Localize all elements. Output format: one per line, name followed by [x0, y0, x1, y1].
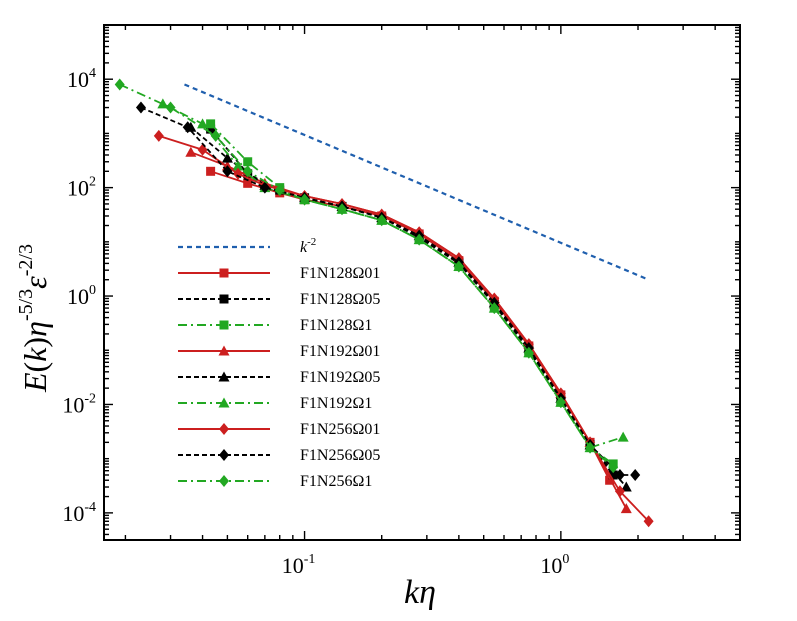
data-point	[114, 78, 125, 91]
legend-item: F1N128Ω1	[178, 317, 372, 334]
y-tick-label: 100	[67, 283, 96, 309]
legend-label: F1N128Ω1	[300, 317, 372, 334]
legend-marker	[219, 268, 229, 278]
data-point	[489, 302, 500, 315]
data-point	[620, 503, 632, 514]
series-4	[185, 146, 632, 514]
data-point	[605, 475, 615, 485]
data-point	[630, 468, 641, 481]
series-line	[140, 106, 636, 476]
plot-frame	[103, 24, 741, 541]
data-point	[523, 346, 534, 359]
legend-item: F1N128Ω05	[178, 291, 380, 308]
legend-item: F1N192Ω05	[178, 369, 380, 386]
y-tick-label: 10-4	[62, 500, 96, 526]
legend: k-2 F1N128Ω01 F1N128Ω05 F1N128Ω1 F1N192Ω01 F1…	[178, 236, 380, 490]
legend-label: k-2	[300, 236, 316, 256]
data-point	[222, 165, 233, 178]
legend-marker	[219, 449, 229, 461]
series-8	[135, 101, 641, 481]
data-point	[614, 468, 625, 481]
series-line	[209, 123, 614, 465]
data-point	[414, 233, 425, 246]
series-line	[190, 151, 628, 510]
data-point	[206, 119, 216, 129]
legend-item: F1N256Ω05	[178, 447, 380, 464]
data-point	[614, 485, 625, 498]
series-line	[158, 135, 650, 522]
legend-marker	[219, 320, 229, 330]
y-tick-label: 102	[67, 175, 96, 201]
data-point	[206, 124, 216, 134]
legend-marker	[218, 371, 230, 382]
x-tick-label: 100	[540, 552, 569, 578]
legend-marker	[218, 345, 230, 356]
legend-item: F1N256Ω01	[178, 421, 380, 438]
legend-label: F1N128Ω01	[300, 265, 380, 282]
legend-marker	[219, 475, 229, 487]
data-point	[135, 101, 146, 114]
legend-label: F1N192Ω1	[300, 395, 372, 412]
legend-label: F1N192Ω01	[300, 343, 380, 360]
data-point	[608, 461, 619, 474]
data-point	[243, 157, 253, 167]
y-tick-label: 10-2	[62, 391, 96, 417]
data-point	[185, 146, 197, 157]
legend-marker	[219, 294, 229, 304]
legend-marker	[219, 423, 229, 435]
data-point	[259, 181, 270, 194]
series-line	[119, 83, 614, 468]
data-point	[182, 121, 193, 134]
reference-line	[184, 83, 650, 281]
series-3	[206, 119, 618, 469]
series-line	[210, 170, 611, 481]
legend-label: F1N256Ω01	[300, 421, 380, 438]
legend-item: F1N128Ω01	[178, 265, 380, 282]
data-point	[620, 481, 632, 492]
series-9	[114, 78, 619, 474]
legend-item: k-2	[178, 236, 316, 256]
data-point	[232, 160, 244, 171]
data-point	[585, 441, 596, 454]
data-point	[243, 178, 253, 188]
legend-item: F1N256Ω1	[178, 473, 372, 490]
data-point	[376, 214, 387, 227]
legend-marker	[218, 397, 230, 408]
reference-line-group	[184, 83, 650, 281]
data-point	[197, 143, 208, 156]
y-axis-title: E(k)η-5/3ε-2/3	[15, 244, 53, 393]
legend-label: F1N256Ω1	[300, 473, 372, 490]
axes: 10-1 100 104 102 100 10-2 10-4	[62, 24, 741, 578]
data-point	[643, 515, 654, 528]
series-group	[114, 78, 654, 528]
series-7	[153, 129, 654, 528]
x-axis-title: kη	[404, 574, 436, 611]
data-point	[210, 129, 221, 142]
data-point	[153, 129, 164, 142]
data-point	[165, 101, 176, 114]
data-point	[221, 152, 233, 163]
legend-item: F1N192Ω1	[178, 395, 372, 412]
data-point	[299, 193, 310, 206]
legend-label: F1N256Ω05	[300, 447, 380, 464]
data-point	[555, 396, 566, 409]
legend-item: F1N192Ω01	[178, 343, 380, 360]
data-point	[242, 165, 253, 178]
legend-label: F1N128Ω05	[300, 291, 380, 308]
data-point	[617, 431, 629, 442]
data-point	[274, 184, 285, 197]
data-point	[206, 166, 216, 176]
data-point	[608, 470, 618, 480]
data-point	[453, 260, 464, 273]
y-tick-label: 104	[67, 66, 96, 92]
legend-label: F1N192Ω05	[300, 369, 380, 386]
data-point	[157, 98, 169, 109]
data-point	[337, 203, 348, 216]
x-tick-label: 10-1	[282, 552, 316, 578]
